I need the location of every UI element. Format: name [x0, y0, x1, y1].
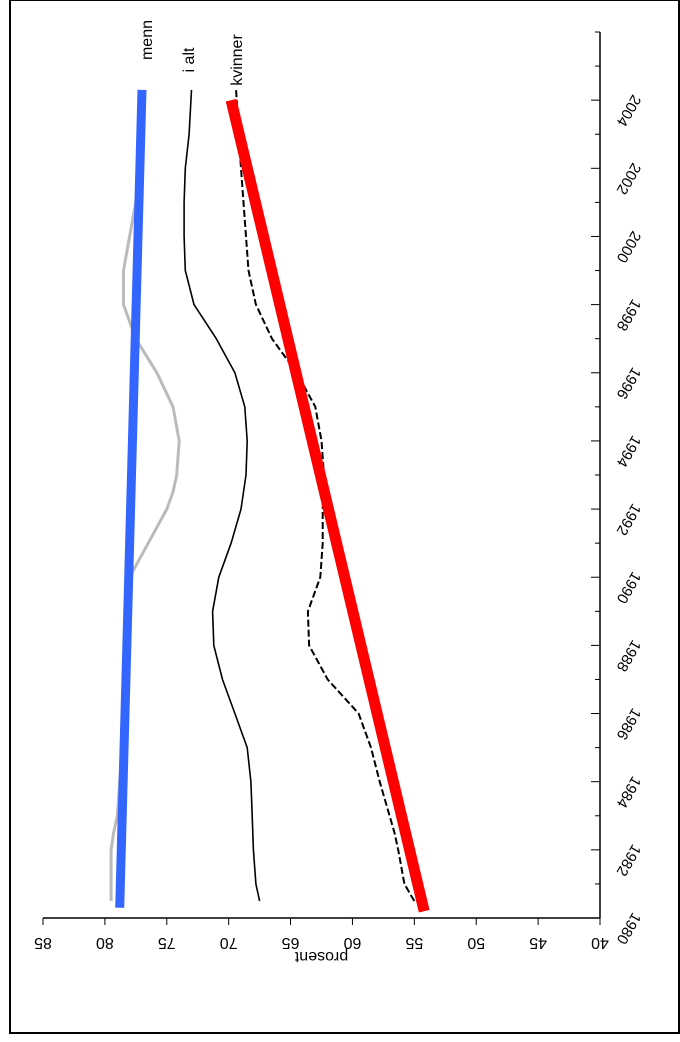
y-tick-label: 65 — [282, 934, 300, 951]
y-tick-label: 55 — [405, 934, 423, 951]
y-tick-label: 50 — [467, 934, 485, 951]
y-tick-label: 80 — [96, 934, 114, 951]
y-tick-label: 85 — [34, 934, 52, 951]
y-tick-label: 40 — [591, 934, 609, 951]
series-label: i alt — [181, 47, 198, 72]
y-axis-title: prosent — [294, 948, 348, 965]
y-tick-label: 75 — [158, 934, 176, 951]
y-tick-label: 45 — [529, 934, 547, 951]
series-label: kvinner — [229, 34, 246, 86]
series-line-overlay-3 — [115, 89, 147, 908]
y-tick-label: 70 — [220, 934, 238, 951]
y-tick-label: 60 — [343, 934, 361, 951]
series-labels: menn i alt kvinner — [139, 20, 246, 86]
series-label: menn — [139, 20, 156, 60]
series-line-i-alt — [183, 89, 261, 902]
series-lines — [109, 89, 430, 913]
series-line-kvinner — [235, 89, 416, 902]
series-line-overlay-4 — [225, 98, 430, 913]
